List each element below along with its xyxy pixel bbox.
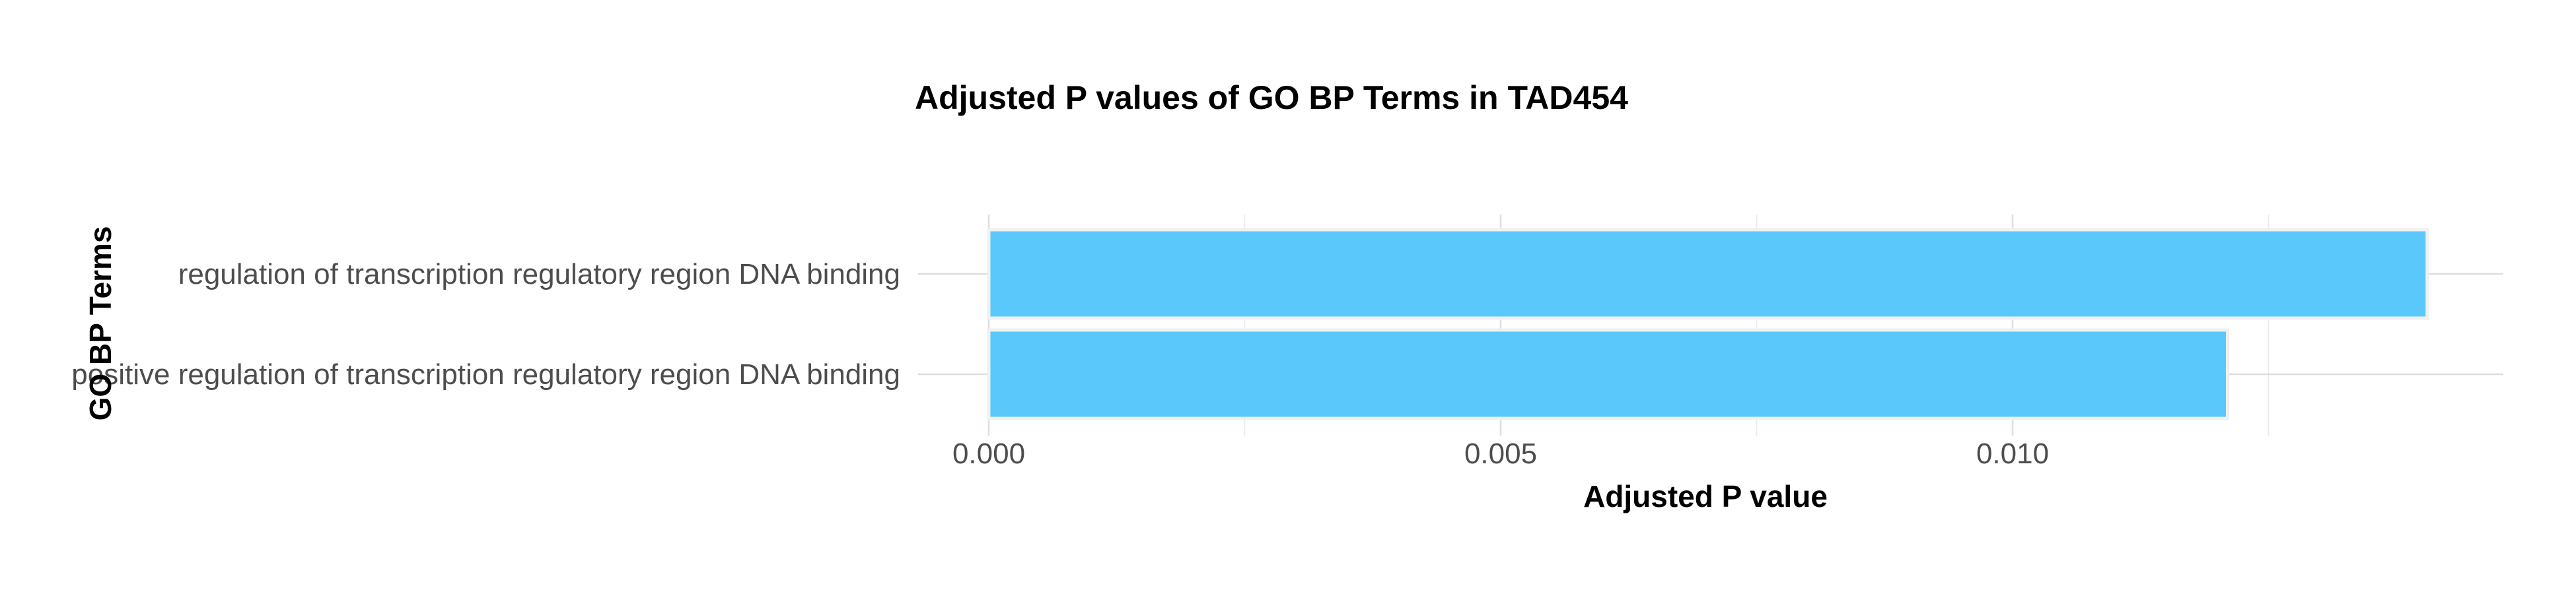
x-axis-title: Adjusted P value (1583, 479, 1828, 513)
y-tick-label-0: regulation of transcription regulatory r… (178, 258, 900, 290)
bars (987, 228, 2429, 420)
bar-0 (987, 228, 2429, 320)
x-tick-label-2: 0.010 (1976, 438, 2049, 470)
y-tick-labels: regulation of transcription regulatory r… (71, 258, 900, 391)
y-axis-title: GO BP Terms (83, 226, 118, 421)
chart-title: Adjusted P values of GO BP Terms in TAD4… (915, 79, 1628, 116)
x-tick-labels: 0.000 0.005 0.010 (952, 438, 2049, 470)
y-tick-label-1: positive regulation of transcription reg… (71, 358, 900, 391)
x-tick-label-1: 0.005 (1464, 438, 1537, 470)
x-tick-label-0: 0.000 (952, 438, 1025, 470)
bar-1 (987, 328, 2229, 420)
